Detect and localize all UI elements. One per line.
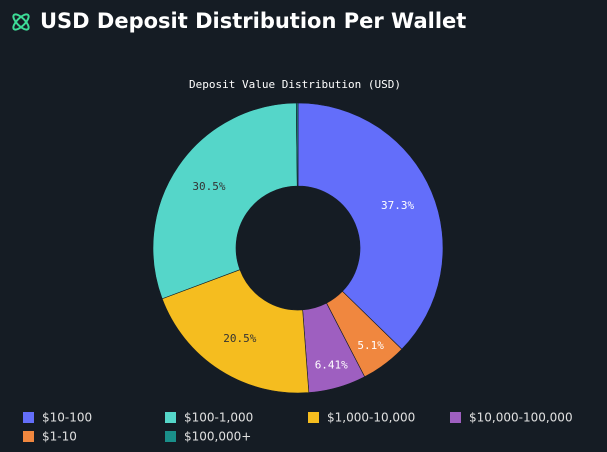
slice-label: 37.3% (381, 199, 414, 212)
legend-label: $10-100 (42, 411, 92, 425)
slice-label: 5.1% (357, 339, 384, 352)
logo-icon (12, 13, 30, 31)
legend-swatch (450, 412, 461, 423)
legend-label: $100-1,000 (184, 411, 253, 425)
legend-swatch (23, 412, 34, 423)
slice (295, 102, 299, 187)
legend-swatch (165, 431, 176, 442)
legend-swatch (165, 412, 176, 423)
slice (297, 102, 444, 350)
legend-swatch (308, 412, 319, 423)
slice-label: 6.41% (315, 358, 348, 371)
slice-label: 30.5% (192, 180, 225, 193)
page-title: USD Deposit Distribution Per Wallet (40, 9, 466, 33)
legend-label: $1,000-10,000 (327, 411, 415, 425)
legend-swatch (23, 431, 34, 442)
slice (161, 269, 310, 394)
chart-title: Deposit Value Distribution (USD) (189, 78, 401, 91)
legend-label: $10,000-100,000 (469, 411, 573, 425)
legend-label: $1-10 (42, 430, 77, 444)
slice-label: 20.5% (223, 332, 256, 345)
legend-label: $100,000+ (184, 430, 251, 444)
slice (152, 102, 298, 300)
